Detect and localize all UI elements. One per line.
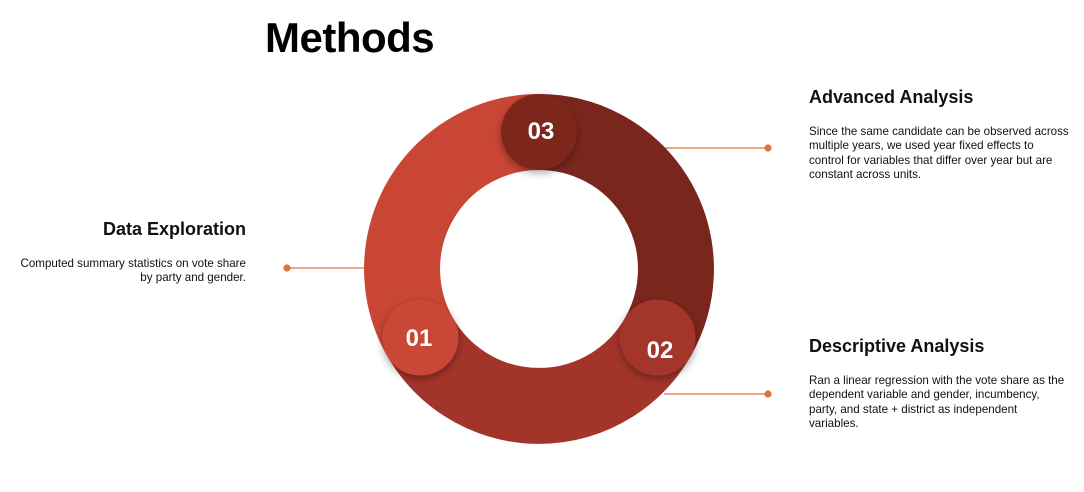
step-number-03: 03: [528, 118, 555, 145]
step-03-heading: Advanced Analysis: [809, 87, 974, 107]
step-01-description: Computed summary statistics on vote shar…: [20, 257, 246, 285]
cap-02: [619, 299, 696, 376]
connector-01: [283, 264, 366, 272]
page-title: Methods: [265, 14, 435, 61]
step-02-description: Ran a linear regression with the vote sh…: [809, 374, 1065, 430]
step-01-heading: Data Exploration: [102, 219, 246, 239]
step-03-block: Advanced Analysis Since the same candida…: [809, 87, 1069, 182]
segment-02: [387, 317, 691, 444]
connector-02: [664, 390, 772, 398]
segment-01: [364, 94, 541, 357]
step-02-heading: Descriptive Analysis: [809, 336, 985, 356]
step-number-02: 02: [647, 337, 674, 364]
step-02-block: Descriptive Analysis Ran a linear regres…: [809, 336, 1069, 431]
step-03-description: Since the same candidate can be observed…: [809, 125, 1069, 181]
segment-03: [537, 94, 714, 357]
cap-01: [382, 299, 459, 376]
step-number-01: 01: [406, 325, 433, 352]
step-01-block: Data Exploration Computed summary statis…: [20, 219, 246, 286]
cap-03: [501, 94, 577, 170]
connector-03: [664, 144, 772, 152]
